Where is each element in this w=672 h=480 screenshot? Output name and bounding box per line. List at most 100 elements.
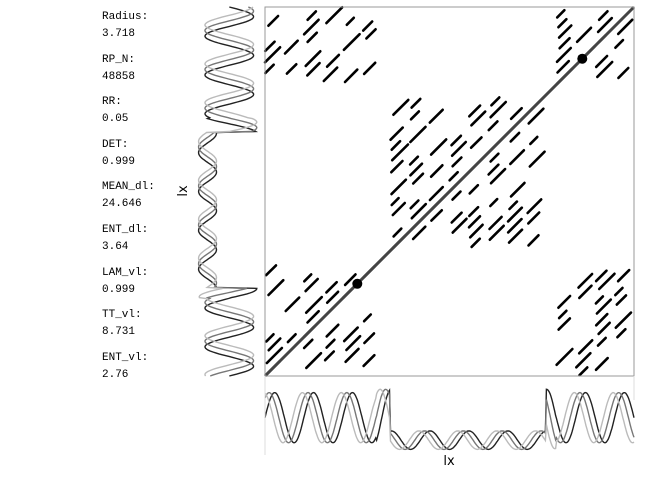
metric-item: DET: 0.999 [102,137,192,180]
recurrence-segment [487,120,499,132]
recurrence-segment [574,351,592,369]
recurrence-segment [489,167,507,185]
recurrence-segment [265,332,275,343]
recurrence-segment [362,353,376,368]
recurrence-segment [306,31,319,44]
recurrence-segment [557,17,568,29]
recurrence-segment [325,6,344,25]
recurrence-segment [429,164,444,178]
recurrence-segment [487,163,500,176]
recurrence-segment [594,269,608,283]
recurrence-segment [408,155,420,166]
recurrence-segment [594,312,609,327]
recurrence-segment [428,185,445,202]
recurrence-segment [450,211,463,224]
recurrence-segment [306,10,318,22]
recurrence-segment [389,126,405,141]
recurrence-segment [343,68,359,84]
recurrence-segment [283,39,300,55]
recurrence-segment [594,54,609,69]
recurrence-segment [263,45,282,64]
recurrence-segment [557,294,572,310]
metric-item: RR: 0.05 [102,94,192,137]
recurrence-segment [467,215,482,229]
recurrence-segment [596,16,614,34]
recurrence-segment [613,286,624,297]
recurrence-segment [616,327,627,339]
recurrence-segment [578,366,589,377]
recurrence-segment [363,332,376,345]
recurrence-segment [267,14,280,28]
recurrence-segment [557,24,573,39]
recurrence-segment [342,326,360,343]
recurrence-segment [597,10,609,22]
recurrence-segment [450,134,463,147]
recurrence-segment [526,198,543,215]
recurrence-plot [263,5,636,378]
recurrence-segment [429,138,448,156]
recurrence-segment [528,135,539,146]
recurrence-segment [409,162,424,177]
recurrence-segment [409,125,427,144]
recurrence-segment [596,336,608,347]
recurrence-segment [325,323,340,338]
recurrence-segment [265,346,284,365]
recurrence-segment [267,337,282,352]
recurrence-segment [345,16,356,27]
metric-label: LAM_vl: [102,266,149,279]
rqa-metrics-panel: Radius: 3.718 RP_N: 48858 RR: 0.05 DET: 0.999 ME… [102,9,192,392]
recurrence-segment [390,178,408,196]
metric-value: 48858 [102,70,136,83]
metric-label: TT_vl: [102,309,142,322]
recurrence-segment [468,183,480,195]
bottom-signal-series-1 [264,388,635,451]
recurrence-segment [488,224,506,241]
recurrence-segment [362,313,373,323]
recurrence-segment [508,149,526,166]
metric-value: 3.64 [102,240,129,253]
recurrence-segment [469,136,483,149]
recurrence-segment [361,20,374,32]
recurrence-segment [470,237,482,249]
metric-value: 0.05 [102,113,129,126]
recurrence-segment [450,140,468,157]
metric-label: ENT_dl: [102,223,149,236]
metric-item: ENT_dl: 3.64 [102,222,192,265]
recurrence-segment [507,228,524,244]
x-axis-label: lx [443,454,455,469]
recurrence-segment [428,108,445,124]
recurrence-segment [614,38,625,50]
recurrence-segment [304,295,324,315]
recurrence-segment [508,200,519,211]
recurrence-segment [615,294,628,306]
recurrence-segment [284,296,301,313]
recurrence-segment [305,61,321,77]
recurrence-segment [575,26,593,44]
recurrence-segment [555,8,566,19]
recurrence-segment [506,217,523,234]
y-axis-label: lx [176,185,191,197]
recurrence-segment [267,278,285,297]
recurrence-segment [467,104,482,118]
recurrence-segment [410,97,422,109]
recurrence-segment [557,317,572,331]
recurrence-segment [490,96,501,107]
recurrence-segment [595,298,613,315]
recurrence-segment [595,60,614,79]
recurrence-segment [411,225,427,241]
recurrence-segment [594,295,605,305]
recurrence-segment [597,321,612,336]
recurrence-segment [343,273,357,287]
recurrence-segment [594,356,610,372]
recurrence-segment [467,205,480,218]
recurrence-segment [306,309,321,324]
recurrence-segment [509,181,526,198]
metric-value: 3.718 [102,28,136,40]
recurrence-segment [555,46,573,64]
recurrence-segment [302,273,313,283]
left-signal-series-2 [197,6,258,377]
recurrence-segment [325,280,339,294]
metric-label: ENT_vl: [102,351,149,364]
recurrence-segment [390,196,400,207]
recurrence-segment [558,36,571,50]
